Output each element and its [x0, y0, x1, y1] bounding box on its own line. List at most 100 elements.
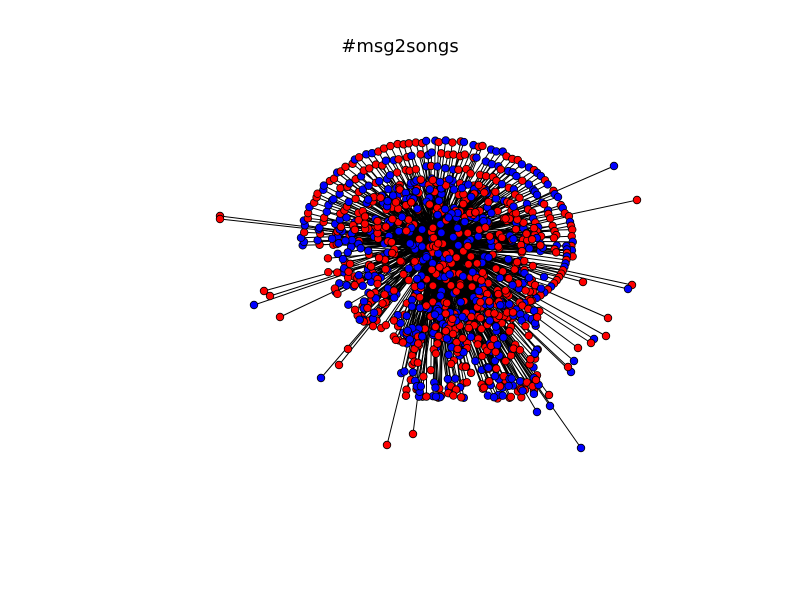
graph-node — [532, 407, 542, 417]
graph-node — [536, 284, 546, 293]
graph-node — [484, 363, 493, 372]
graph-node — [468, 267, 477, 277]
graph-node — [452, 287, 461, 296]
graph-node — [504, 381, 513, 391]
graph-node — [387, 238, 396, 247]
graph-node — [358, 185, 368, 194]
graph-node — [345, 179, 354, 188]
graph-node — [526, 355, 535, 364]
graph-node — [467, 282, 477, 291]
graph-node — [525, 244, 534, 253]
graph-node — [494, 242, 503, 251]
graph-node — [457, 393, 466, 402]
graph-node — [459, 137, 469, 147]
graph-node — [407, 198, 416, 207]
graph-node — [507, 374, 516, 383]
graph-node — [444, 350, 453, 360]
graph-node — [493, 340, 502, 350]
graph-node — [448, 314, 457, 323]
graph-node — [530, 349, 539, 358]
graph-node — [460, 150, 470, 159]
graph-node — [456, 297, 465, 307]
graph-node — [384, 185, 393, 194]
graph-node — [396, 318, 405, 328]
graph-node — [481, 171, 491, 181]
graph-node — [390, 293, 399, 302]
graph-node — [527, 235, 537, 244]
graph-node — [529, 223, 539, 233]
graph-node — [508, 308, 518, 317]
graph-node — [539, 272, 549, 282]
graph-node — [386, 141, 395, 151]
graph-node — [416, 175, 425, 184]
graph-node — [453, 344, 462, 354]
graph-node — [449, 232, 458, 242]
graph-node — [474, 286, 483, 296]
figure-title: #msg2songs — [341, 36, 459, 57]
graph-node — [512, 257, 522, 267]
graph-node — [434, 331, 443, 341]
graph-node — [376, 193, 385, 202]
graph-node — [445, 175, 454, 184]
graph-node — [496, 165, 505, 174]
graph-node — [341, 236, 350, 246]
graph-node — [418, 332, 427, 341]
graph-node — [433, 162, 442, 171]
graph-node — [481, 223, 490, 232]
graph-node — [350, 225, 360, 234]
graph-node — [434, 137, 443, 147]
graph-node — [345, 259, 355, 269]
graph-node — [512, 171, 521, 181]
graph-node — [458, 334, 467, 343]
graph-node — [428, 175, 437, 185]
graph-node — [336, 183, 345, 193]
graph-node — [405, 335, 415, 344]
graph-node — [485, 297, 494, 306]
graph-node — [351, 194, 360, 204]
graph-node — [422, 301, 431, 310]
graph-node — [388, 214, 397, 224]
graph-node — [531, 375, 541, 385]
graph-node — [410, 257, 419, 266]
graph-node — [363, 303, 372, 313]
graph-node — [431, 392, 441, 401]
graph-node — [343, 248, 352, 257]
graph-node — [463, 228, 472, 238]
graph-node — [259, 286, 269, 296]
graph-node — [464, 260, 473, 269]
graph-node — [444, 254, 454, 263]
graph-node — [215, 214, 225, 224]
graph-node — [545, 401, 555, 411]
graph-node — [299, 228, 309, 237]
graph-node — [569, 356, 579, 366]
graph-node — [441, 164, 450, 173]
graph-node — [333, 268, 342, 277]
graph-node — [373, 279, 382, 289]
graph-node — [336, 222, 346, 232]
graph-node — [435, 177, 445, 187]
graph-node — [490, 309, 499, 318]
graph-node — [394, 227, 404, 236]
graph-node — [623, 284, 633, 294]
graph-node — [333, 289, 342, 299]
graph-node — [501, 286, 510, 295]
graph-node — [458, 312, 467, 322]
graph-node — [381, 222, 391, 231]
graph-edge — [481, 318, 538, 413]
graph-edge — [506, 287, 592, 344]
graph-node — [472, 259, 482, 268]
graph-node — [356, 244, 365, 253]
graph-node — [319, 181, 329, 190]
graph-node — [428, 297, 438, 307]
graph-node — [532, 190, 542, 200]
graph-node — [528, 261, 538, 271]
graph-node — [381, 156, 391, 165]
graph-node — [467, 312, 476, 322]
graph-node — [425, 200, 434, 209]
graph-node — [402, 311, 411, 321]
graph-node — [536, 241, 545, 250]
graph-node — [472, 153, 481, 162]
graph-edge — [507, 285, 595, 340]
graph-node — [524, 331, 533, 340]
graph-edge — [367, 240, 428, 322]
